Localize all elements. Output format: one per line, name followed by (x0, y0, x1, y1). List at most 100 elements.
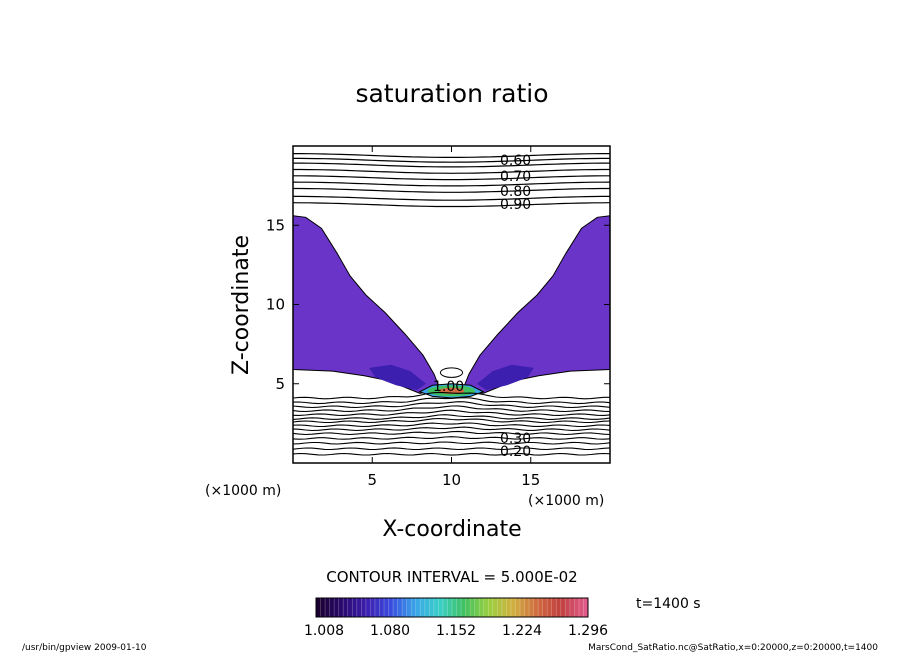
colorbar-cell-46 (524, 598, 530, 617)
contour-label-0-20: 0.20 (500, 444, 531, 460)
colorbar-cell-25 (429, 598, 435, 617)
colorbar-cell-29 (447, 598, 453, 617)
contour-line-bottom-4 (293, 409, 610, 416)
colorbar-cell-39 (492, 598, 498, 617)
contour-line-top-2 (293, 162, 610, 168)
colorbar-cell-1 (320, 598, 326, 617)
contour-line-bottom-2 (293, 401, 610, 409)
colorbar (315, 598, 589, 617)
contour-line-top-6 (293, 187, 610, 193)
colorbar-cell-4 (334, 598, 340, 617)
contour-label-0-70: 0.70 (500, 169, 531, 185)
contour-line-top-1 (293, 157, 610, 163)
colorbar-label-1: 1.080 (370, 623, 410, 639)
footer-right: MarsCond_SatRatio.nc@SatRatio,x=0:20000,… (588, 643, 878, 653)
colorbar-cell-38 (488, 598, 494, 617)
colorbar-cell-15 (384, 598, 390, 617)
colorbar-cell-18 (397, 598, 403, 617)
colorbar-cell-5 (338, 598, 344, 617)
contour-label-1-00: 1.00 (433, 379, 464, 395)
time-label: t=1400 s (636, 596, 701, 612)
colorbar-cell-14 (379, 598, 385, 617)
colorbar-cell-49 (538, 598, 544, 617)
contour-line-bottom-12 (293, 447, 610, 451)
x-unit-label: (×1000 m) (205, 483, 281, 499)
contour-labels-top: 0.60 0.70 0.80 0.90 (500, 153, 531, 213)
colorbar-cell-6 (343, 598, 349, 617)
contour-line-bottom-1 (293, 397, 610, 405)
colorbar-cell-20 (406, 598, 412, 617)
contour-line-top-8 (293, 202, 610, 208)
colorbar-cell-13 (374, 598, 380, 617)
colorbar-cell-31 (456, 598, 462, 617)
colorbar-cell-45 (520, 598, 526, 617)
upper-small-contour (439, 367, 464, 378)
colorbar-cell-26 (433, 598, 439, 617)
contour-label-0-80: 0.80 (500, 184, 531, 200)
y-axis-label: Z-coordinate (229, 235, 254, 375)
colorbar-cell-0 (316, 598, 322, 617)
colorbar-cell-19 (402, 598, 408, 617)
colorbar-cell-56 (569, 598, 575, 617)
colorbar-label-0: 1.008 (304, 623, 344, 639)
colorbar-cell-59 (583, 598, 589, 617)
chart-title: saturation ratio (355, 79, 548, 108)
colorbar-cell-30 (452, 598, 458, 617)
colorbar-cell-8 (352, 598, 358, 617)
colorbar-cell-36 (479, 598, 485, 617)
contour-labels-bottom: 0.30 0.20 (500, 431, 531, 460)
colorbar-cell-12 (370, 598, 376, 617)
right-inner-band (476, 364, 534, 391)
contour-line-top-3 (293, 168, 610, 174)
colorbar-cell-9 (356, 598, 362, 617)
colorbar-cell-37 (483, 598, 489, 617)
x-axis-label: X-coordinate (382, 517, 521, 542)
footer-left: /usr/bin/gpview 2009-01-10 (22, 643, 147, 653)
colorbar-cell-50 (542, 598, 548, 617)
colorbar-label-2: 1.152 (436, 623, 476, 639)
y-tick-label-15: 15 (266, 216, 285, 234)
colorbar-cell-40 (497, 598, 503, 617)
contour-line-bottom-9 (293, 430, 610, 436)
contour-label-0-30: 0.30 (500, 431, 531, 447)
colorbar-cell-27 (438, 598, 444, 617)
colorbar-frame (315, 597, 589, 618)
contour-line-bottom-10 (293, 436, 610, 440)
y-unit-label: (×1000 m) (528, 493, 604, 509)
contour-lines (293, 153, 610, 456)
colorbar-cell-3 (329, 598, 335, 617)
contour-interval-label: CONTOUR INTERVAL = 5.000E-02 (326, 568, 577, 586)
colorbar-cell-57 (574, 598, 580, 617)
colorbar-cell-55 (565, 598, 571, 617)
x-tick-label-10: 10 (442, 471, 461, 489)
contour-line-bottom-13 (293, 452, 610, 456)
contour-line-bottom-0 (293, 391, 610, 400)
plot-area (293, 153, 610, 456)
supersaturation-fill (293, 215, 610, 399)
right-supersat-region (461, 215, 610, 394)
colorbar-cell-16 (388, 598, 394, 617)
colorbar-cell-11 (365, 598, 371, 617)
colorbar-cell-33 (465, 598, 471, 617)
contour-label-0-60: 0.60 (500, 153, 531, 169)
colorbar-cell-10 (361, 598, 367, 617)
contour-line-top-7 (293, 195, 610, 201)
left-inner-band (369, 364, 427, 391)
colorbar-cell-53 (556, 598, 562, 617)
contour-line-top-5 (293, 181, 610, 187)
colorbar-cell-58 (578, 598, 584, 617)
colorbar-cell-21 (411, 598, 417, 617)
colorbar-label-3: 1.224 (502, 623, 542, 639)
colorbar-cell-22 (415, 598, 421, 617)
y-tick-label-5: 5 (275, 375, 285, 393)
colorbar-cell-43 (510, 598, 516, 617)
colorbar-tick-labels: 1.008 1.080 1.152 1.224 1.296 (304, 623, 608, 639)
left-supersat-region (293, 215, 442, 394)
colorbar-cell-34 (470, 598, 476, 617)
colorbar-cell-44 (515, 598, 521, 617)
contour-line-bottom-3 (293, 405, 610, 413)
colorbar-cell-32 (461, 598, 467, 617)
colorbar-cell-2 (325, 598, 331, 617)
